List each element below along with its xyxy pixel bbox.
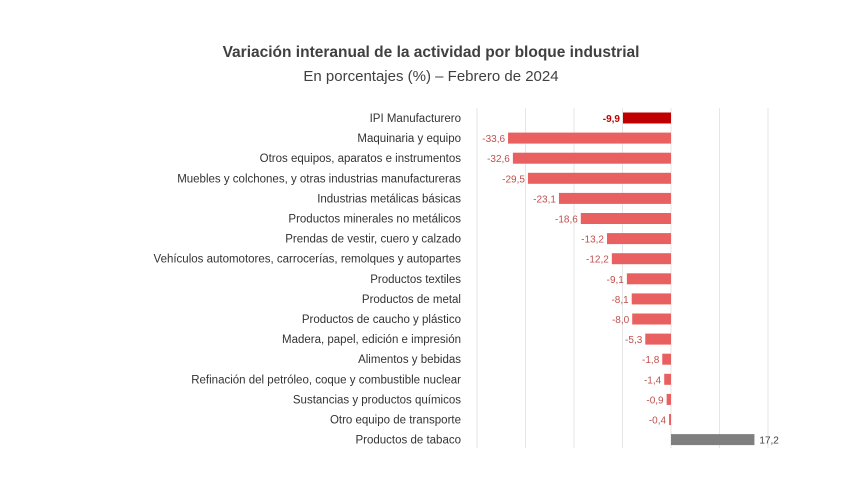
category-label: Industrias metálicas básicas <box>317 193 461 205</box>
value-label: -1,8 <box>642 355 660 366</box>
category-label: Productos textiles <box>370 274 461 286</box>
category-labels: IPI Manufacturero Maquinaria y equipo Otro… <box>154 113 462 447</box>
category-label: Sustancias y productos químicos <box>293 394 461 406</box>
category-label: Refinación del petróleo, coque y combust… <box>191 374 461 386</box>
bar-16 <box>671 434 755 446</box>
bar-3 <box>527 172 671 184</box>
bar-2 <box>512 152 671 164</box>
bar-13 <box>664 373 671 385</box>
value-label: -12,2 <box>586 255 609 266</box>
category-label: Productos de tabaco <box>356 435 462 447</box>
gridlines <box>476 108 769 448</box>
category-label: Productos de caucho y plástico <box>302 314 461 326</box>
bars <box>508 112 755 446</box>
value-label: -9,9 <box>603 114 621 125</box>
bar-15 <box>669 414 671 425</box>
category-label: Vehículos automotores, carrocerías, remo… <box>154 254 462 266</box>
bar-7 <box>611 253 671 265</box>
category-label: Prendas de vestir, cuero y calzado <box>285 234 461 246</box>
bar-14 <box>666 393 671 405</box>
bar-4 <box>558 192 671 204</box>
category-label: Productos minerales no metálicos <box>288 214 461 226</box>
bar-11 <box>645 333 671 345</box>
category-label: Productos de metal <box>362 294 461 306</box>
value-label: -29,5 <box>502 174 525 185</box>
category-label: Muebles y colchones, y otras industrias … <box>177 173 461 185</box>
bar-5 <box>580 213 671 224</box>
value-label: -23,1 <box>533 194 556 205</box>
value-label: -8,1 <box>611 295 629 306</box>
value-label: -0,4 <box>649 416 667 427</box>
bar-12 <box>662 353 671 365</box>
category-label: IPI Manufacturero <box>370 113 461 125</box>
category-label: Otro equipo de transporte <box>330 415 461 427</box>
value-label: -8,0 <box>612 315 630 326</box>
bar-8 <box>626 273 671 285</box>
value-label: -18,6 <box>555 215 578 226</box>
value-label: -5,3 <box>625 335 643 346</box>
chart-subtitle: En porcentajes (%) – Febrero de 2024 <box>303 68 559 85</box>
bar-10 <box>632 313 671 325</box>
value-label: -33,6 <box>482 134 505 145</box>
bar-0 <box>622 112 671 124</box>
category-label: Madera, papel, edición e impresión <box>282 334 461 346</box>
value-labels: -9,9 -33,6 -32,6 -29,5 -23,1 -18,6-13,2 -12,2 -… <box>482 114 779 447</box>
category-label: Alimentos y bebidas <box>358 354 461 366</box>
value-label: -1,4 <box>644 375 662 386</box>
bar-1 <box>508 132 671 144</box>
value-label: 17,2 <box>759 436 779 447</box>
chart-title: Variación interanual de la actividad por… <box>222 44 640 61</box>
value-label: -0,9 <box>646 395 664 406</box>
category-label: Otros equipos, aparatos e instrumentos <box>260 153 462 165</box>
value-label: -32,6 <box>487 154 510 165</box>
value-label: -9,1 <box>607 275 625 286</box>
category-label: Maquinaria y equipo <box>357 133 461 145</box>
bar-9 <box>631 293 671 305</box>
value-label: -13,2 <box>581 235 604 246</box>
bar-6 <box>606 233 671 245</box>
